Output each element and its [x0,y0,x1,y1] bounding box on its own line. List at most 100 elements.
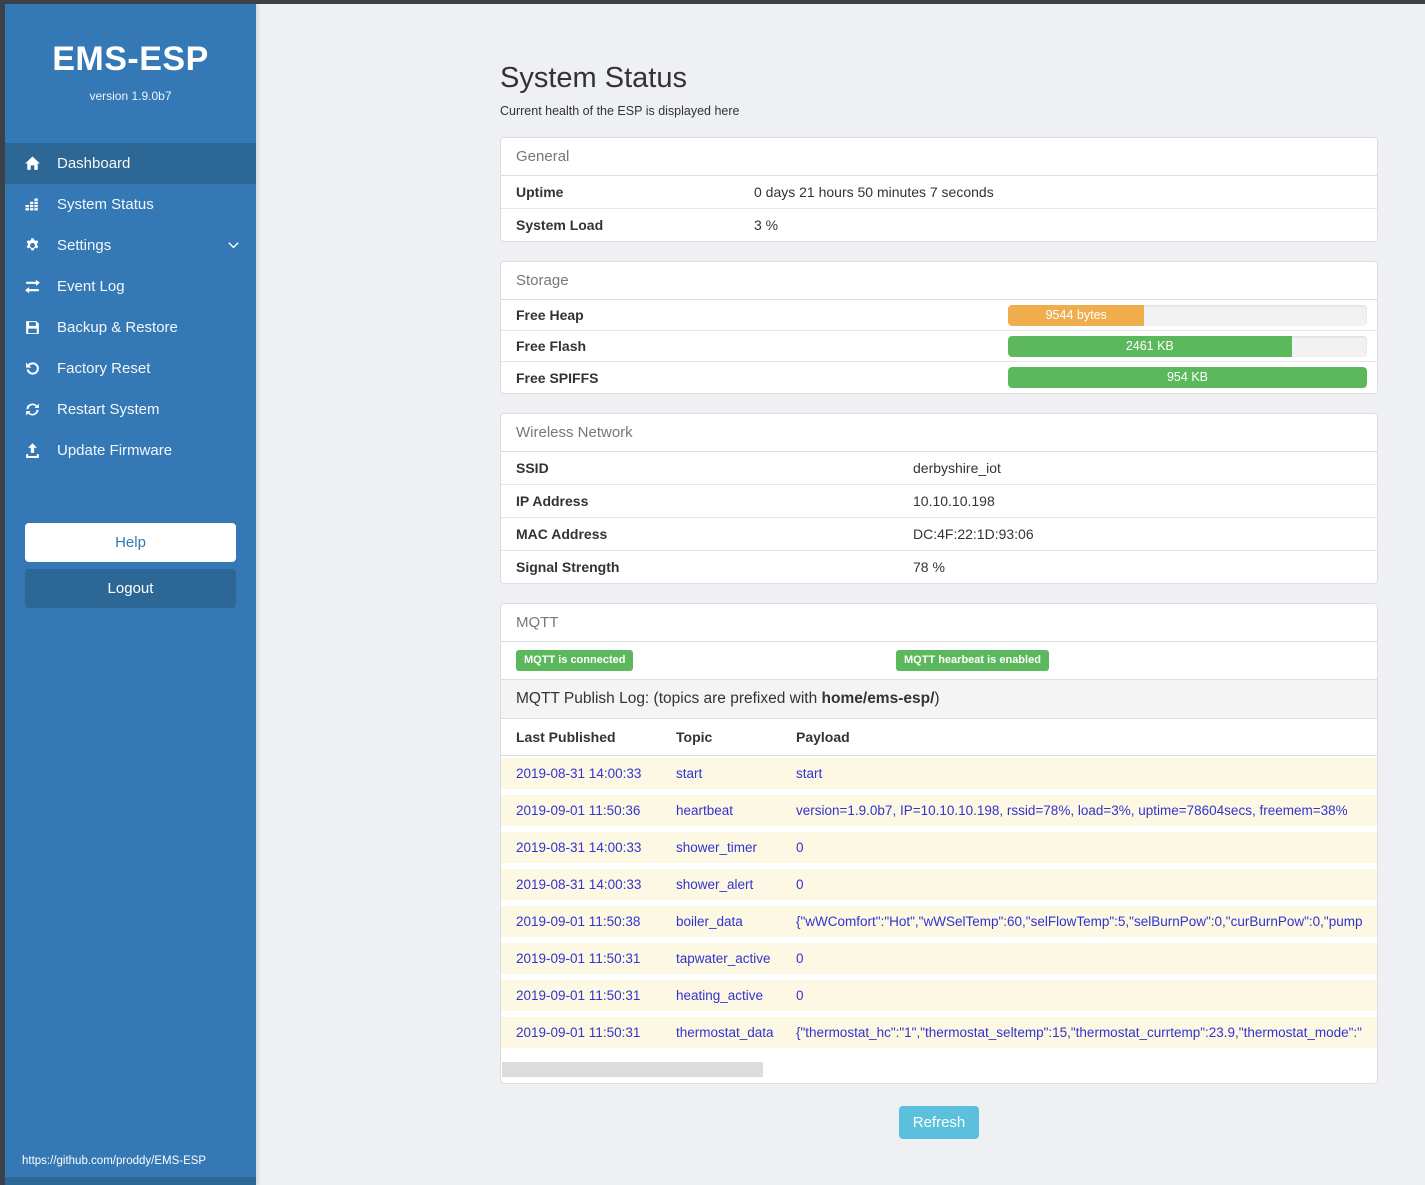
status-icon [22,196,42,213]
log-last-published: 2019-09-01 11:50:31 [516,951,641,966]
log-topic: boiler_data [676,914,743,929]
row-value: DC:4F:22:1D:93:06 [913,526,1034,542]
storage-row: Free Heap 9544 bytes [501,300,1377,331]
log-last-published: 2019-09-01 11:50:31 [516,988,641,1003]
publish-log-topic-prefix: home/ems-esp/ [821,690,935,707]
row-label: Free Flash [516,338,587,354]
horizontal-scrollbar [502,1062,1376,1077]
info-row: MAC Address DC:4F:22:1D:93:06 [501,518,1377,551]
row-value: 78 % [913,559,945,575]
sidebar-item-update-firmware[interactable]: Update Firmware [5,430,256,471]
mqtt-panel: MQTT MQTT is connected MQTT hearbeat is … [500,603,1378,1084]
log-payload: version=1.9.0b7, IP=10.10.10.198, rssid=… [796,803,1348,818]
log-row: 2019-09-01 11:50:38 boiler_data {"wWComfor… [501,906,1377,937]
storage-rows: Free Heap 9544 bytes Free Flash 2461 KB Free… [501,300,1377,393]
row-label: Free SPIFFS [516,369,599,386]
log-topic: thermostat_data [676,1025,774,1040]
sidebar-item-label: Factory Reset [57,360,151,377]
progress-track: 2461 KB [1008,335,1367,357]
progress-fill: 2461 KB [1008,335,1292,357]
log-topic: tapwater_active [676,951,771,966]
log-last-published: 2019-08-31 14:00:33 [516,766,642,781]
sidebar-bottom-strip [5,1177,256,1185]
log-last-published: 2019-09-01 11:50:31 [516,1025,641,1040]
general-panel: General Uptime 0 days 21 hours 50 minutes… [500,137,1378,242]
log-row: 2019-09-01 11:50:31 thermostat_data {"ther… [501,1017,1377,1048]
storage-panel-title: Storage [501,262,1377,300]
mqtt-publish-log-caption: MQTT Publish Log: (topics are prefixed w… [501,679,1377,719]
info-row: Signal Strength 78 % [501,551,1377,583]
sidebar-item-system-status[interactable]: System Status [5,184,256,225]
column-last-published: Last Published [516,729,616,745]
log-last-published: 2019-09-01 11:50:38 [516,914,641,929]
log-row: 2019-08-31 14:00:33 start start [501,758,1377,789]
general-rows: Uptime 0 days 21 hours 50 minutes 7 secon… [501,176,1377,241]
log-payload: 0 [796,840,804,855]
log-payload: 0 [796,951,804,966]
content-container: System Status Current health of the ESP … [500,4,1378,1139]
log-payload: {"wWComfort":"Hot","wWSelTemp":60,"selFl… [796,914,1362,929]
info-row: Uptime 0 days 21 hours 50 minutes 7 secon… [501,176,1377,209]
storage-row: Free SPIFFS 954 KB [501,362,1377,393]
row-label: Signal Strength [516,559,620,575]
row-value: derbyshire_iot [913,460,1001,476]
sidebar-nav: Dashboard System Status Settings Event Log B… [5,143,256,471]
sidebar-item-restart-system[interactable]: Restart System [5,389,256,430]
log-topic: heating_active [676,988,764,1003]
app-version: version 1.9.0b7 [89,89,172,103]
refresh-icon [22,401,42,418]
undo-icon [22,360,42,377]
sidebar-item-settings[interactable]: Settings [5,225,256,266]
row-label: Uptime [516,184,564,200]
exchange-icon [22,278,42,295]
page-subtitle: Current health of the ESP is displayed h… [500,104,740,118]
row-label: SSID [516,460,549,476]
row-label: System Load [516,217,604,233]
column-payload: Payload [796,729,850,745]
log-payload: start [796,766,823,781]
refresh-button[interactable]: Refresh [898,1106,980,1139]
row-value: 3 % [754,217,779,233]
row-value: 0 days 21 hours 50 minutes 7 seconds [754,184,994,200]
wireless-rows: SSID derbyshire_iot IP Address 10.10.10.198… [501,452,1377,583]
sidebar-item-factory-reset[interactable]: Factory Reset [5,348,256,389]
scrollbar-thumb[interactable] [502,1062,763,1077]
log-topic: shower_timer [676,840,758,855]
sidebar-item-dashboard[interactable]: Dashboard [5,143,256,184]
general-panel-title: General [501,138,1377,176]
log-topic: start [676,766,703,781]
info-row: System Load 3 % [501,209,1377,241]
row-value: 10.10.10.198 [913,493,995,509]
log-payload: 0 [796,877,804,892]
row-label: MAC Address [516,526,608,542]
mqtt-panel-title: MQTT [501,604,1377,642]
page-left-edge [0,0,5,1185]
log-last-published: 2019-08-31 14:00:33 [516,840,642,855]
mqtt-log-rows: 2019-08-31 14:00:33 start start 2019-09-01 … [501,756,1377,1048]
sidebar-item-label: Event Log [57,278,125,295]
info-row: IP Address 10.10.10.198 [501,485,1377,518]
mqtt-badge-row: MQTT is connected MQTT hearbeat is enabl… [501,642,1377,679]
log-row: 2019-09-01 11:50:31 tapwater_active 0 [501,943,1377,974]
info-row: SSID derbyshire_iot [501,452,1377,485]
progress-track: 954 KB [1008,367,1367,388]
help-button[interactable]: Help [25,523,236,562]
main-area: System Status Current health of the ESP … [256,4,1425,1185]
save-icon [22,319,42,336]
sidebar: EMS-ESP version 1.9.0b7 Dashboard System … [5,4,256,1185]
progress-track: 9544 bytes [1008,304,1367,326]
progress-fill: 954 KB [1008,367,1367,388]
logout-button[interactable]: Logout [25,569,236,608]
page-title: System Status [500,62,687,94]
log-payload: {"thermostat_hc":"1","thermostat_seltemp… [796,1025,1362,1040]
row-label: IP Address [516,493,589,509]
sidebar-item-event-log[interactable]: Event Log [5,266,256,307]
row-label: Free Heap [516,307,584,323]
log-payload: 0 [796,988,804,1003]
sidebar-item-backup-restore[interactable]: Backup & Restore [5,307,256,348]
upload-icon [22,442,42,459]
mqtt-log-header: Last Published Topic Payload [501,719,1377,756]
log-row: 2019-08-31 14:00:33 shower_timer 0 [501,832,1377,863]
sidebar-item-label: Restart System [57,401,160,418]
github-link[interactable]: https://github.com/proddy/EMS-ESP [22,1155,207,1167]
